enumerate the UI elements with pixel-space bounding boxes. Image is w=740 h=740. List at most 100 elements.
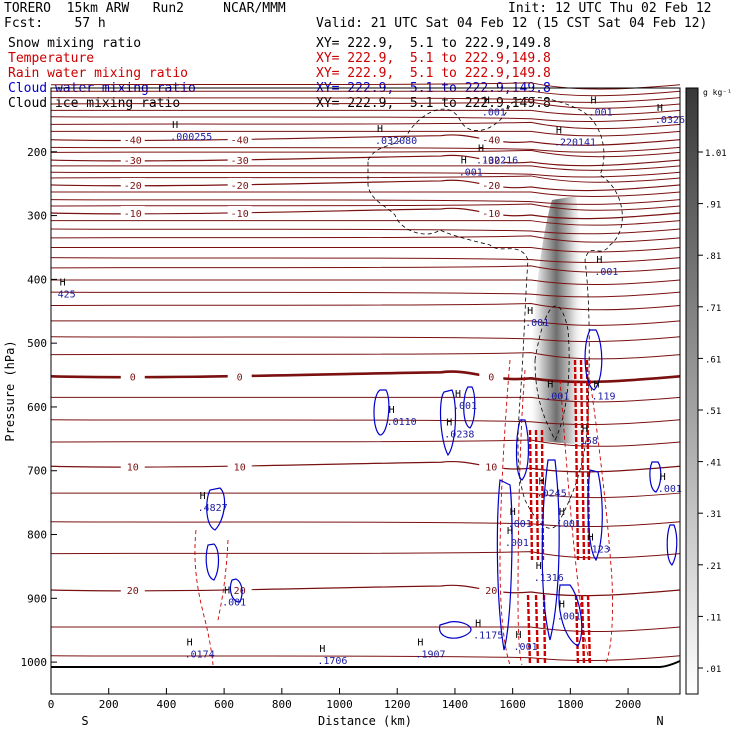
y-tick-label: 300: [27, 210, 47, 223]
isotherm-line: [50, 655, 681, 662]
cloud-ice-contours: [367, 97, 623, 529]
cloud-water-contour: [515, 419, 529, 481]
isotherm-line: [50, 291, 681, 298]
max-marker: H: [539, 476, 545, 487]
isotherm-label: 0: [130, 372, 136, 383]
max-value: .001: [222, 597, 246, 608]
isotherm-label-bg: [227, 177, 252, 190]
field-range-cloud-ice: XY= 222.9, 5.1 to 222.9,149.8: [316, 96, 551, 111]
max-value: .1175: [473, 631, 503, 642]
plot-frame: [50, 87, 681, 695]
isotherm-line: [50, 257, 681, 263]
isotherm-label: 10: [127, 462, 139, 473]
isotherm-labeled: [50, 207, 681, 220]
max-marker: H: [588, 532, 594, 543]
ground-line: [51, 660, 681, 668]
isotherm-label-bg: [227, 153, 252, 166]
max-marker: H: [187, 638, 193, 649]
isotherm-line: [50, 352, 681, 360]
max-value: .001: [658, 484, 682, 495]
isotherm-labeled: [50, 154, 681, 167]
isotherm-line: [50, 175, 681, 183]
max-value: .001: [557, 519, 581, 530]
rain-contour: [559, 379, 591, 666]
isotherm-label-bg: [479, 132, 504, 145]
isotherm-labeled: [50, 370, 681, 384]
max-marker: H: [582, 424, 588, 435]
isotherm-line: [50, 146, 681, 153]
x-tick-label: 800: [272, 698, 292, 711]
max-value: .001: [514, 642, 538, 653]
max-value: .1316: [534, 573, 564, 584]
max-value: .0110: [387, 417, 417, 428]
max-marker: H: [536, 561, 542, 572]
max-marker: H: [593, 379, 599, 390]
colorbar-bar: [685, 87, 699, 695]
colorbar: .01 .11 .21 .31 .41 .51 .61 .71 .81 .91 1.01 g kg⁻…: [685, 87, 732, 695]
y-tick-label: 600: [27, 401, 47, 414]
max-marker: H: [446, 418, 452, 429]
isotherm-label: -40: [482, 136, 500, 147]
field-range-cloud-water: XY= 222.9, 5.1 to 222.9,149.8: [316, 81, 551, 96]
field-label-temperature: Temperature: [8, 51, 95, 66]
y-axis: 200 300 400 500 600 700 800 900 1000: [21, 146, 57, 669]
isotherm-label-bg: [120, 369, 145, 382]
max-value: .119: [591, 391, 615, 402]
isotherm-label: 10: [234, 462, 246, 473]
isotherm-line: [51, 191, 681, 197]
isotherm-label: 20: [234, 586, 246, 597]
isotherm-line: [50, 203, 681, 211]
max-value: .220141: [554, 137, 596, 148]
field-range-snow: XY= 222.9, 5.1 to 222.9,149.8: [316, 36, 551, 51]
max-marker: H: [475, 619, 481, 630]
isotherm-label-bg: [227, 132, 252, 145]
max-value: .0245: [537, 488, 567, 499]
max-marker: H: [657, 103, 663, 114]
isotherm-labeled: [50, 134, 681, 146]
x-axis-label: Distance (km): [318, 714, 412, 728]
colorbar-tick-label: .61: [705, 355, 721, 365]
isotherm-line: [50, 419, 681, 425]
cloud-water-contour: [229, 578, 243, 603]
y-tick-label: 400: [27, 273, 47, 286]
isotherm-label: -30: [124, 156, 142, 167]
isotherm-label: -10: [482, 209, 500, 220]
max-marker: H: [455, 389, 461, 400]
isotherm-line: [51, 220, 681, 226]
isotherm-label-bg: [120, 153, 145, 166]
cloud-ice-contour: [367, 97, 623, 529]
isotherm-line: [50, 551, 681, 559]
max-marker: H: [319, 644, 325, 655]
colorbar-tick-label: .01: [705, 665, 721, 675]
cloud-water-contour: [541, 459, 560, 641]
snow-plume: [528, 196, 585, 445]
field-range-rain: XY= 222.9, 5.1 to 222.9,149.8: [316, 66, 551, 81]
isotherm-line: [50, 109, 681, 116]
field-maxima-labels: H.000255H.032080H.220141H.102216H.0326H.…: [58, 96, 685, 668]
south-end-label: S: [81, 714, 88, 728]
isotherm-label: -20: [231, 181, 249, 192]
max-marker: H: [172, 120, 178, 131]
colorbar-tick-label: .41: [705, 459, 721, 469]
cloud-water-contour: [463, 386, 476, 429]
isotherm-labeled: [50, 460, 681, 473]
rain-heavy-contours: [526, 359, 592, 666]
rain-heavy-contour: [573, 359, 591, 561]
max-value: .102216: [476, 155, 518, 166]
isotherm-label-bg: [479, 177, 504, 190]
isotherm-label: 10: [485, 462, 497, 473]
max-marker: H: [507, 526, 513, 537]
isotherm-line: [50, 116, 681, 122]
isotherm-line: [50, 336, 681, 343]
max-value: .001: [459, 167, 483, 178]
max-marker: H: [660, 472, 666, 483]
max-value: .123: [586, 544, 610, 555]
max-value: .032080: [375, 136, 417, 147]
rain-heavy-contour: [528, 429, 545, 561]
cloud-water-contour: [205, 543, 220, 581]
max-value: .001: [557, 611, 581, 622]
isotherm-line: [50, 149, 681, 158]
max-marker: H: [417, 638, 423, 649]
rain-contour: [194, 529, 214, 666]
temperature-isotherms: -40 -40 -40 -30 -30 -30 -20 -20 -20 -10 -10 -10 0 0 0 1…: [50, 82, 681, 662]
